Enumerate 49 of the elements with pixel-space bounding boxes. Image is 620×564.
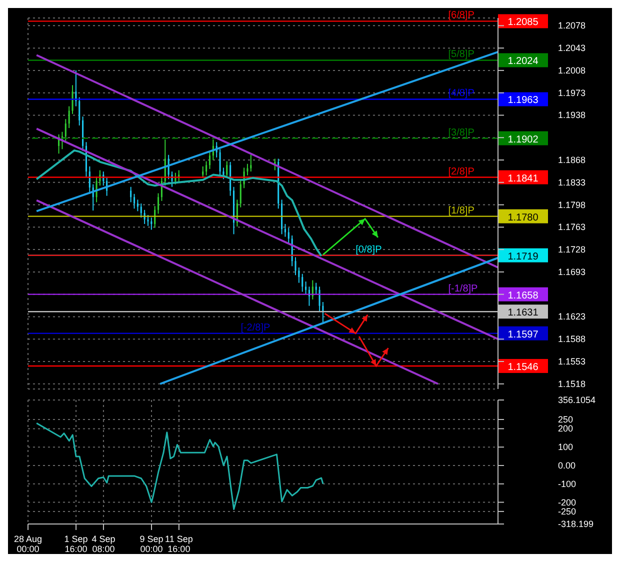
annotation: [-2/8]P bbox=[240, 322, 270, 334]
y-tick-label: 1.1553 bbox=[558, 356, 586, 366]
annotation: [2/8]P bbox=[448, 166, 475, 178]
x-tick-label: 1 Sep 16:00 bbox=[64, 534, 88, 554]
y-tick-label: 1.1973 bbox=[558, 88, 586, 98]
y-tick-label: 100 bbox=[558, 442, 574, 452]
ref-line-label: 1.1902 bbox=[508, 134, 539, 146]
x-tick-label: 4 Sep 08:00 bbox=[92, 534, 116, 554]
y-tick-label: -200 bbox=[558, 497, 576, 508]
ref-line-label: 1.1963 bbox=[508, 95, 539, 106]
y-tick-label: 356.1054 bbox=[558, 395, 596, 405]
ref-line-label: 1.1597 bbox=[508, 329, 539, 340]
y-tick-label: 1.1763 bbox=[558, 222, 586, 232]
y-tick-label: 0.00 bbox=[558, 460, 576, 470]
y-tick-label: 1.1623 bbox=[558, 312, 586, 322]
ref-line-label: 1.1719 bbox=[508, 251, 539, 262]
y-tick-label: 1.2008 bbox=[558, 65, 586, 76]
ref-line-label: 1.2085 bbox=[508, 17, 539, 28]
ref-line-label: 1.2024 bbox=[508, 56, 539, 68]
annotation: [4/8]P bbox=[448, 88, 475, 100]
y-tick-label: 1.2078 bbox=[558, 20, 586, 31]
x-tick-label: 11 Sep 16:00 bbox=[165, 534, 193, 554]
y-tick-label: 1.1588 bbox=[558, 334, 586, 344]
ref-line-label: 1.1658 bbox=[508, 290, 539, 302]
y-tick-label: -100 bbox=[558, 478, 576, 489]
y-tick-label: 1.1938 bbox=[558, 110, 586, 120]
y-tick-label: 1.1728 bbox=[558, 244, 586, 255]
x-tick-label: 28 Aug 00:00 bbox=[14, 534, 42, 554]
annotation: [0/8]P bbox=[356, 244, 382, 256]
y-tick-label: -250 bbox=[558, 506, 576, 516]
y-tick-label: 250 bbox=[558, 414, 574, 425]
y-tick-label: 1.1518 bbox=[558, 378, 586, 389]
annotation: [1/8]P bbox=[448, 205, 475, 216]
annotation: [3/8]P bbox=[448, 127, 475, 138]
annotation: [6/8]P bbox=[448, 10, 475, 22]
ref-line-label: 1.1631 bbox=[508, 308, 539, 319]
y-tick-label: 1.1693 bbox=[558, 266, 586, 277]
y-tick-label: 1.1798 bbox=[558, 200, 586, 210]
annotation: [5/8]P bbox=[448, 49, 475, 60]
ref-line-label: 1.1546 bbox=[508, 362, 539, 373]
y-tick-label: -318.199 bbox=[558, 519, 594, 529]
annotation: [-1/8]P bbox=[448, 283, 478, 294]
ref-line-label: 1.1780 bbox=[508, 212, 539, 224]
ref-line-label: 1.1841 bbox=[508, 173, 539, 184]
y-tick-label: 1.2043 bbox=[558, 43, 586, 54]
y-tick-label: 1.1833 bbox=[558, 177, 586, 188]
y-tick-label: 200 bbox=[558, 424, 574, 434]
y-tick-label: 1.1868 bbox=[558, 155, 586, 166]
x-tick-label: 9 Sep 00:00 bbox=[140, 534, 164, 554]
